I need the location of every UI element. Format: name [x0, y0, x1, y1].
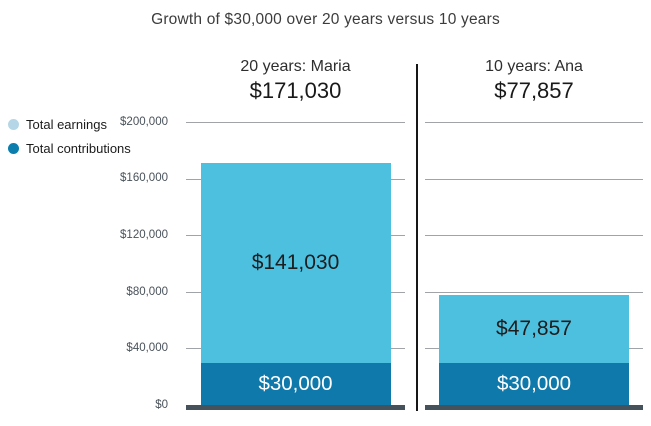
- legend-label-contributions: Total contributions: [26, 141, 131, 156]
- gridline: [425, 235, 643, 237]
- contributions-segment-maria: $30,000: [200, 362, 391, 405]
- earnings-dot-icon: [8, 119, 19, 130]
- earnings-segment-maria: $141,030: [200, 163, 391, 363]
- y-axis-label: $120,000: [120, 229, 168, 241]
- panel-ana: $47,857 $30,000: [425, 122, 643, 410]
- y-axis-label: $200,000: [120, 116, 168, 128]
- bar-maria: $141,030 $30,000: [200, 122, 391, 405]
- chart-title: Growth of $30,000 over 20 years versus 1…: [151, 11, 500, 28]
- y-axis-label: $160,000: [120, 172, 168, 184]
- bar-ana: $47,857 $30,000: [439, 122, 629, 405]
- earnings-value-ana: $47,857: [496, 316, 572, 340]
- contributions-segment-ana: $30,000: [439, 362, 629, 405]
- contributions-value-ana: $30,000: [496, 371, 572, 395]
- gridline: [425, 291, 643, 293]
- legend-item-earnings: Total earnings: [8, 117, 136, 132]
- y-axis-label: $80,000: [126, 286, 168, 298]
- y-axis-label: $0: [155, 399, 168, 411]
- total-value-ana: $77,857: [494, 78, 574, 103]
- legend-label-earnings: Total earnings: [26, 117, 107, 132]
- panel-divider: [416, 64, 418, 411]
- legend-item-contributions: Total contributions: [8, 141, 136, 156]
- panel-maria: $141,030 $30,000: [186, 122, 405, 410]
- x-axis-baseline: [425, 405, 643, 410]
- y-axis-label: $40,000: [126, 342, 168, 354]
- column-header-maria: 20 years: Maria $171,030: [186, 57, 405, 104]
- total-value-maria: $171,030: [249, 78, 342, 103]
- earnings-value-maria: $141,030: [251, 250, 340, 274]
- gridline: [186, 122, 405, 123]
- legend: Total earnings Total contributions: [8, 117, 136, 165]
- category-label-ana: 10 years: Ana: [485, 58, 583, 75]
- gridline: [425, 178, 643, 180]
- category-label-maria: 20 years: Maria: [240, 58, 351, 75]
- contributions-dot-icon: [8, 143, 19, 154]
- column-header-ana: 10 years: Ana $77,857: [425, 57, 643, 104]
- contributions-value-maria: $30,000: [258, 371, 333, 395]
- earnings-segment-ana: $47,857: [439, 294, 629, 363]
- x-axis-baseline: [186, 405, 405, 410]
- gridline: [425, 122, 643, 123]
